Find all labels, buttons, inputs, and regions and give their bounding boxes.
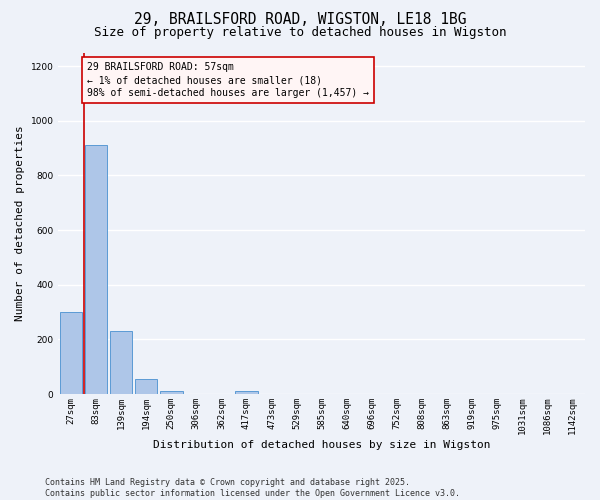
X-axis label: Distribution of detached houses by size in Wigston: Distribution of detached houses by size … <box>153 440 490 450</box>
Bar <box>160 392 182 394</box>
Y-axis label: Number of detached properties: Number of detached properties <box>15 126 25 321</box>
Text: 29, BRAILSFORD ROAD, WIGSTON, LE18 1BG: 29, BRAILSFORD ROAD, WIGSTON, LE18 1BG <box>134 12 466 28</box>
Bar <box>85 146 107 394</box>
Text: Contains HM Land Registry data © Crown copyright and database right 2025.
Contai: Contains HM Land Registry data © Crown c… <box>45 478 460 498</box>
Text: 29 BRAILSFORD ROAD: 57sqm
← 1% of detached houses are smaller (18)
98% of semi-d: 29 BRAILSFORD ROAD: 57sqm ← 1% of detach… <box>87 62 369 98</box>
Text: Size of property relative to detached houses in Wigston: Size of property relative to detached ho… <box>94 26 506 39</box>
Bar <box>235 392 258 394</box>
Bar <box>59 312 82 394</box>
Bar <box>110 331 133 394</box>
Bar <box>135 379 157 394</box>
